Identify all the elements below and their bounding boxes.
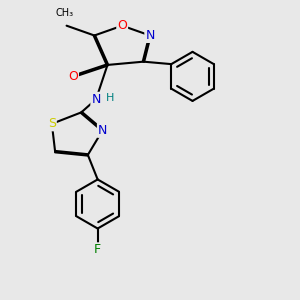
- Text: O: O: [68, 70, 78, 83]
- Text: O: O: [117, 19, 127, 32]
- Text: N: N: [145, 29, 155, 42]
- Text: N: N: [98, 124, 107, 137]
- Text: H: H: [106, 93, 114, 103]
- Text: S: S: [48, 117, 56, 130]
- Text: N: N: [91, 93, 101, 106]
- Text: F: F: [94, 243, 101, 256]
- Text: CH₃: CH₃: [56, 8, 74, 19]
